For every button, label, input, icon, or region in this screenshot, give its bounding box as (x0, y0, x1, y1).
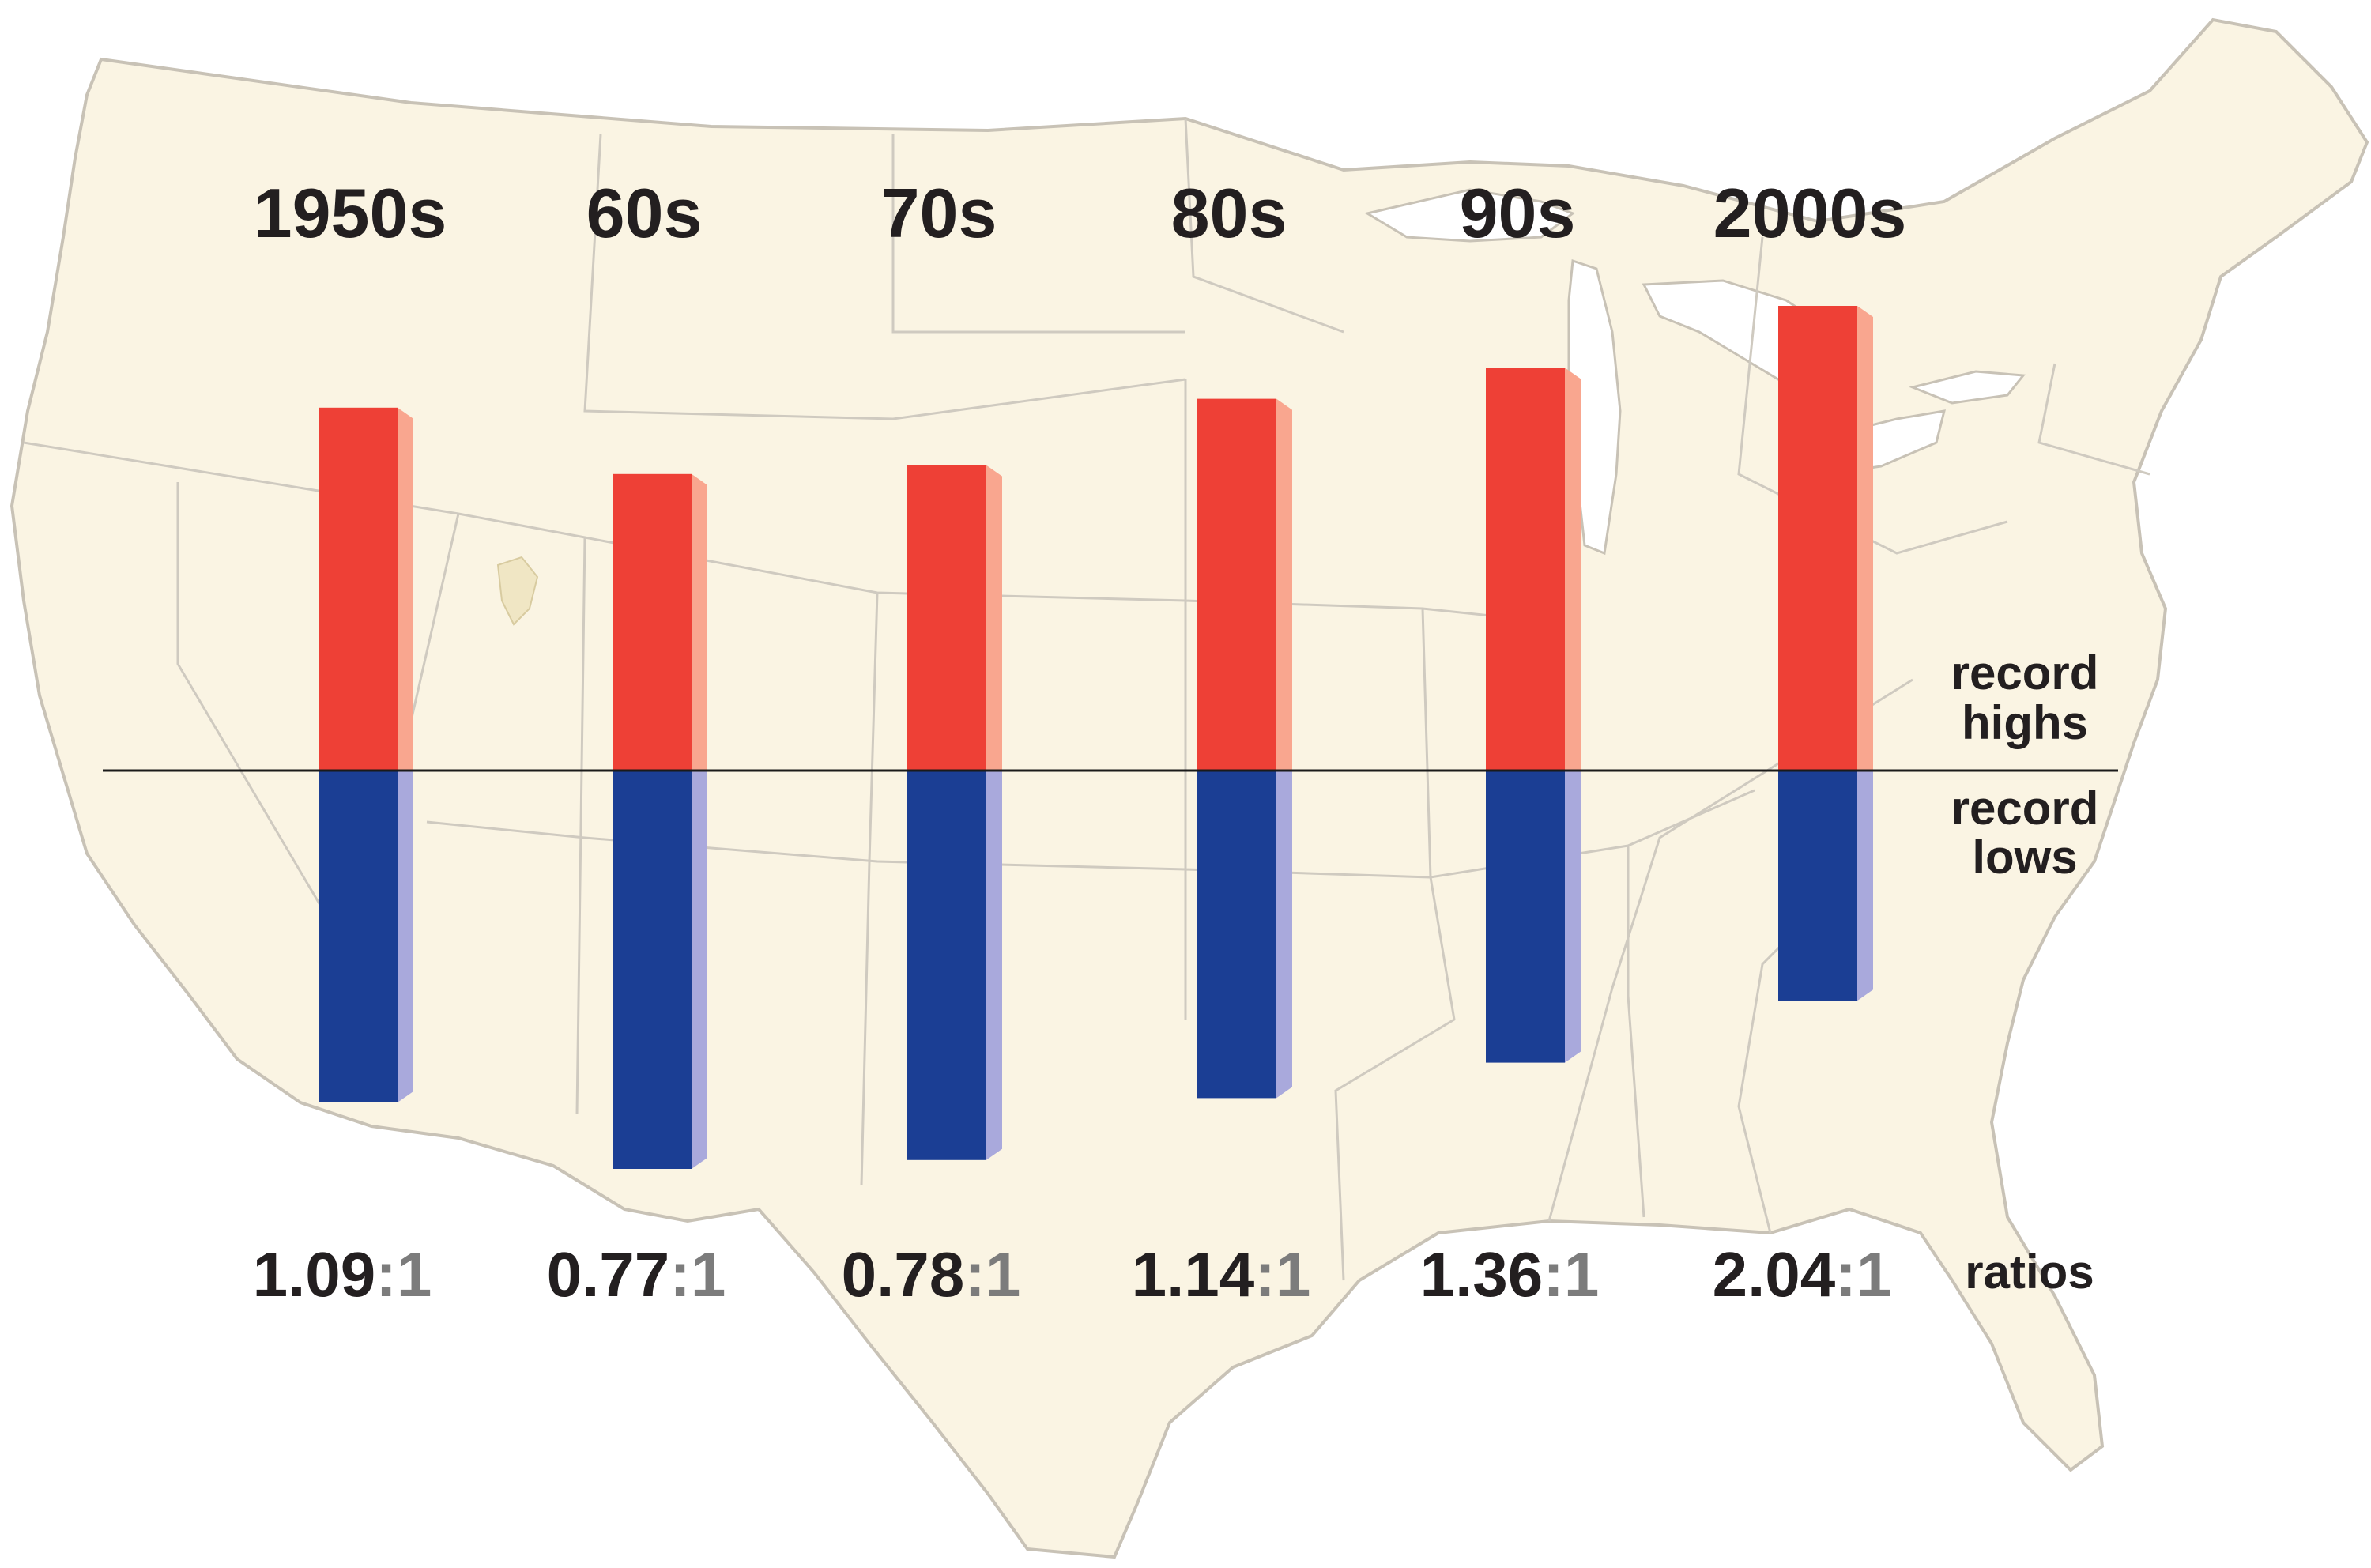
low-bar (1486, 771, 1565, 1063)
highs-label-line2: highs (1962, 696, 2088, 749)
lows-label-line1: record (1951, 782, 2099, 835)
bar-group-90s (1486, 368, 1581, 1063)
high-bar-side (1857, 306, 1873, 771)
decade-label: 70s (881, 174, 997, 252)
high-bar-side (1276, 398, 1292, 771)
ratio-value: 1.14 (1132, 1239, 1255, 1310)
low-bar-side (398, 771, 413, 1102)
ratio-label: 1.14:1 (1132, 1239, 1311, 1310)
bar-group-1950s (319, 407, 413, 1102)
series-labels: record highs record lows ratios (1951, 646, 2099, 1298)
bar-group-70s (907, 465, 1002, 1160)
ratio-separator: : (964, 1239, 986, 1310)
decade-label: 1950s (254, 174, 447, 252)
ratio-base: 1 (691, 1239, 726, 1310)
low-bar (1197, 771, 1276, 1099)
high-bar (907, 465, 986, 771)
ratio-separator: : (1254, 1239, 1276, 1310)
decade-label: 60s (586, 174, 703, 252)
ratio-value: 1.36 (1420, 1239, 1544, 1310)
bar-group-60s (613, 473, 707, 1169)
ratio-separator: : (1835, 1239, 1856, 1310)
high-bar-side (692, 473, 707, 771)
ratio-base: 1 (1276, 1239, 1311, 1310)
high-bar (1778, 306, 1857, 771)
ratio-base: 1 (1564, 1239, 1600, 1310)
high-bar (1197, 398, 1276, 771)
ratio-base: 1 (397, 1239, 432, 1310)
decade-label: 90s (1460, 174, 1576, 252)
high-bar (319, 407, 398, 771)
low-bar-side (1857, 771, 1873, 1001)
low-bar (319, 771, 398, 1102)
high-bar-side (986, 465, 1002, 771)
ratio-label: 1.36:1 (1420, 1239, 1600, 1310)
ratio-separator: : (1543, 1239, 1564, 1310)
ratio-base: 1 (1856, 1239, 1892, 1310)
highs-label-line1: record (1951, 646, 2099, 699)
ratio-label: 1.09:1 (253, 1239, 432, 1310)
ratio-separator: : (669, 1239, 691, 1310)
low-bar (613, 771, 692, 1169)
high-bar-side (1565, 368, 1581, 771)
low-bar (1778, 771, 1857, 1001)
ratio-label: 0.78:1 (842, 1239, 1021, 1310)
low-bar (907, 771, 986, 1160)
ratios-label: ratios (1965, 1246, 2094, 1298)
low-bar-side (692, 771, 707, 1169)
high-bar (1486, 368, 1565, 771)
ratio-label: 2.04:1 (1713, 1239, 1892, 1310)
ratio-value: 2.04 (1713, 1239, 1836, 1310)
bar-group-80s (1197, 398, 1292, 1099)
low-bar-side (1276, 771, 1292, 1099)
high-bar-side (398, 407, 413, 771)
ratio-separator: : (375, 1239, 397, 1310)
decade-label: 80s (1171, 174, 1287, 252)
bars-layer (319, 306, 1873, 1169)
ratio-value: 1.09 (253, 1239, 376, 1310)
ratio-base: 1 (986, 1239, 1021, 1310)
low-bar-side (986, 771, 1002, 1160)
bar-group-2000s (1778, 306, 1873, 1001)
ratio-labels: 1.09:1 0.77:1 0.78:1 1.14:1 1.36:1 2.04:1 (253, 1239, 1892, 1310)
decade-label: 2000s (1713, 174, 1907, 252)
lows-label-line2: lows (1972, 831, 2077, 884)
decade-labels: 1950s 60s 70s 80s 90s 2000s (254, 174, 1907, 252)
utah-lake (496, 556, 539, 626)
ratio-value: 0.77 (547, 1239, 670, 1310)
high-bar (613, 473, 692, 771)
low-bar-side (1565, 771, 1581, 1063)
ratio-value: 0.78 (842, 1239, 965, 1310)
ratio-label: 0.77:1 (547, 1239, 726, 1310)
